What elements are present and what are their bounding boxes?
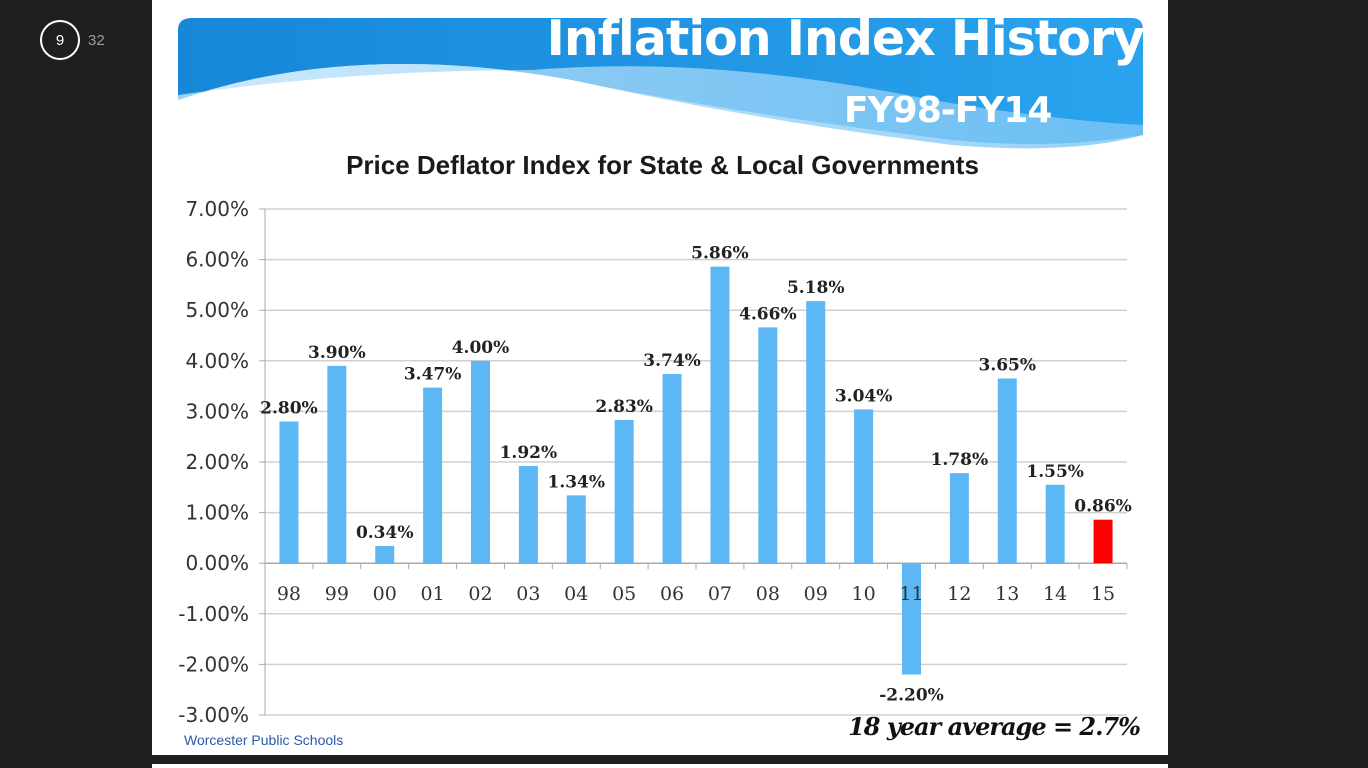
x-tick-label: 00 [373,583,397,605]
current-slide-number[interactable]: 9 [40,20,80,60]
data-label-10: 3.04% [835,386,893,406]
y-tick-label: 2.00% [185,450,249,474]
data-label-09: 5.18% [787,278,845,298]
data-label-15: 0.86% [1074,497,1132,517]
bar-12 [949,473,969,564]
y-tick-label: 5.00% [185,298,249,322]
data-label-11: -2.20% [879,686,944,706]
data-label-04: 1.34% [547,472,605,492]
data-label-14: 1.55% [1026,462,1084,482]
data-label-00: 0.34% [356,523,414,543]
bar-99 [327,365,347,564]
x-tick-label: 01 [421,583,445,605]
data-label-12: 1.78% [931,450,989,470]
bar-15 [1093,519,1113,564]
banner-wave-light [178,64,1143,149]
y-tick-label: 6.00% [185,248,249,272]
y-tick-label: 3.00% [185,399,249,423]
x-tick-label: 03 [516,583,540,605]
x-tick-label: 04 [564,583,588,605]
x-tick-label: 05 [612,583,636,605]
footer-text: Worcester Public Schools [184,732,344,748]
data-label-06: 3.74% [643,351,701,371]
bar-01 [423,387,443,564]
x-tick-label: 02 [468,583,492,605]
slide: 7.00% 6.00% 5.00% 4.00% 3.00% 2.00% 1.00% 0.00%… [152,0,1168,755]
y-tick-label: 4.00% [185,349,249,373]
next-slide-edge [152,764,1168,768]
bar-13 [997,378,1017,564]
data-label-03: 1.92% [500,443,558,463]
y-tick-label: 7.00% [185,197,249,221]
chart-title: Price Deflator Index for State & Local G… [346,150,979,180]
header-banner [178,18,1143,149]
y-tick-label: -3.00% [178,703,249,727]
bar-00 [375,545,395,564]
chart-canvas: 7.00% 6.00% 5.00% 4.00% 3.00% 2.00% 1.00% 0.00%… [178,18,1143,727]
x-tick-label: 08 [756,583,780,605]
y-tick-label: -1.00% [178,602,249,626]
x-tick-label: 07 [708,583,732,605]
x-tick-label: 09 [804,583,828,605]
bar-11 [902,563,921,675]
x-tick-label: 14 [1043,583,1067,605]
slide-subtitle: FY98-FY14 [844,90,1052,131]
data-label-08: 4.66% [739,304,797,324]
x-tick-label: 98 [277,583,301,605]
x-tick-label: 99 [325,583,349,605]
y-tick-label: 1.00% [185,501,249,525]
slide-counter: 9 32 [40,20,105,60]
bar-14 [1045,484,1065,564]
slide-title: Inflation Index History [546,10,1145,67]
data-label-07: 5.86% [691,244,749,264]
bar-03 [518,466,538,564]
y-tick-label: -2.00% [178,652,249,676]
average-note: 18 year average = 2.7% [848,712,1141,741]
y-tick-label: 0.00% [185,551,249,575]
x-tick-label: 12 [947,583,971,605]
bar-07 [710,266,730,564]
bar-04 [566,495,586,564]
data-label-05: 2.83% [595,397,653,417]
x-tick-label: 13 [995,583,1019,605]
data-label-13: 3.65% [978,356,1036,376]
bar-98 [279,421,299,564]
bar-05 [614,420,634,564]
bar-09 [806,301,826,564]
bar-06 [662,373,682,564]
data-label-01: 3.47% [404,365,462,385]
x-tick-label: 11 [899,583,923,605]
x-tick-label: 15 [1091,583,1115,605]
bar-02 [471,360,490,564]
x-tick-label: 06 [660,583,684,605]
data-label-02: 4.00% [452,338,510,358]
data-label-99: 3.90% [308,343,366,363]
x-tick-label: 10 [852,583,876,605]
bar-08 [758,327,778,564]
bar-10 [854,409,874,564]
data-label-98: 2.80% [260,399,318,419]
total-slides: 32 [88,31,105,49]
